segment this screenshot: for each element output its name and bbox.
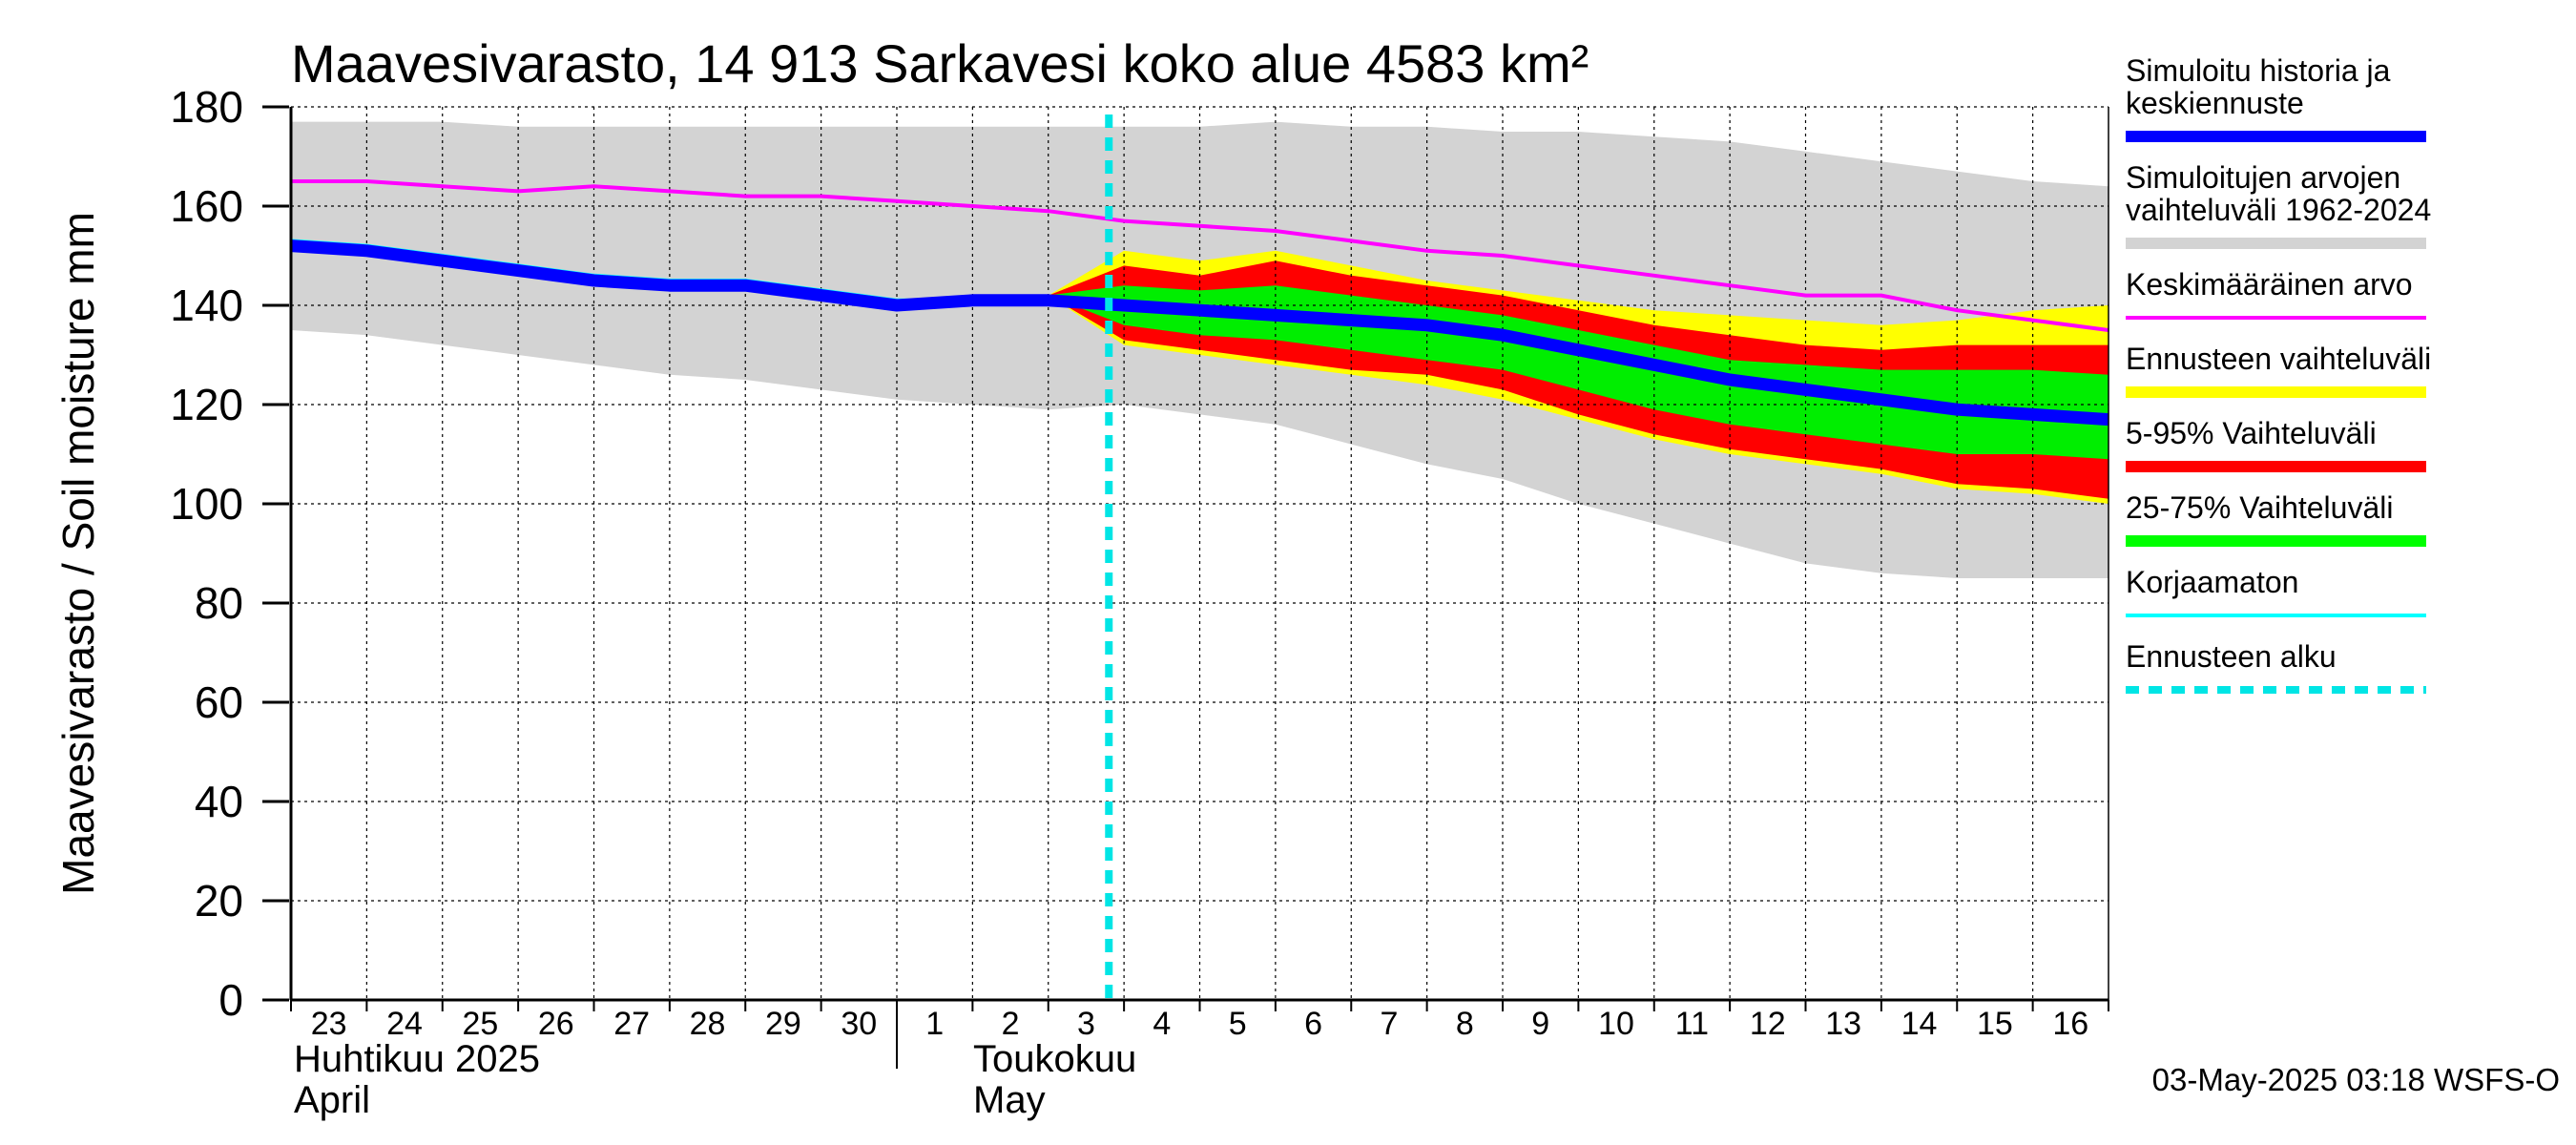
x-day-label: 1	[925, 1006, 944, 1042]
x-day-label: 3	[1077, 1006, 1095, 1042]
x-day-label: 8	[1456, 1006, 1474, 1042]
month-label-fi: Toukokuu	[973, 1038, 1136, 1080]
x-day-label: 12	[1750, 1006, 1786, 1042]
x-day-label: 29	[765, 1006, 801, 1042]
legend-item: Keskimääräinen arvo	[2126, 267, 2426, 320]
legend-item: Ennusteen alku	[2126, 639, 2426, 694]
x-day-label: 24	[386, 1006, 423, 1042]
legend: Simuloitu historia jakeskiennusteSimuloi…	[2126, 53, 2431, 694]
median-forecast-line	[290, 239, 2109, 427]
y-tick-label: 120	[170, 380, 243, 429]
timestamp-footer: 03-May-2025 03:18 WSFS-O	[2152, 1062, 2560, 1097]
y-tick-label: 0	[218, 975, 243, 1025]
x-day-label: 2	[1002, 1006, 1020, 1042]
legend-label: Keskimääräinen arvo	[2126, 267, 2413, 302]
legend-label: keskiennuste	[2126, 86, 2304, 120]
y-tick-label: 100	[170, 479, 243, 529]
x-day-label: 6	[1304, 1006, 1322, 1042]
legend-item: Ennusteen vaihteluväli	[2126, 342, 2431, 398]
y-axis-label: Maavesivarasto / Soil moisture mm	[53, 212, 103, 895]
legend-label: 5-95% Vaihteluväli	[2126, 416, 2377, 450]
y-tick-label: 140	[170, 281, 243, 330]
legend-item: Korjaamaton	[2126, 565, 2426, 617]
x-day-label: 4	[1153, 1006, 1171, 1042]
legend-label: 25-75% Vaihteluväli	[2126, 490, 2393, 525]
x-day-label: 15	[1977, 1006, 2013, 1042]
x-day-label: 13	[1825, 1006, 1861, 1042]
month-label-en: April	[294, 1079, 370, 1121]
x-day-label: 16	[2052, 1006, 2088, 1042]
p25-75-band	[1048, 285, 2109, 460]
x-day-label: 25	[463, 1006, 499, 1042]
y-tick-label: 80	[195, 578, 243, 628]
x-day-label: 30	[841, 1006, 877, 1042]
x-day-label: 27	[613, 1006, 650, 1042]
y-tick-label: 180	[170, 82, 243, 132]
x-day-label: 14	[1901, 1006, 1938, 1042]
y-tick-label: 20	[195, 876, 243, 926]
x-day-label: 23	[311, 1006, 347, 1042]
x-day-label: 11	[1675, 1006, 1709, 1042]
month-label-en: May	[973, 1079, 1046, 1121]
y-tick-label: 60	[195, 677, 243, 727]
legend-label: Ennusteen vaihteluväli	[2126, 342, 2431, 376]
mean-line	[291, 179, 2109, 332]
legend-label: Simuloitu historia ja	[2126, 53, 2391, 88]
chart-title: Maavesivarasto, 14 913 Sarkavesi koko al…	[291, 33, 1589, 94]
legend-label: Simuloitujen arvojen	[2126, 160, 2400, 195]
month-label-fi: Huhtikuu 2025	[294, 1038, 540, 1080]
x-day-label: 5	[1229, 1006, 1247, 1042]
x-day-label: 10	[1598, 1006, 1634, 1042]
legend-label: Ennusteen alku	[2126, 639, 2337, 674]
x-day-label: 28	[690, 1006, 726, 1042]
y-tick-label: 160	[170, 181, 243, 231]
x-day-label: 9	[1531, 1006, 1549, 1042]
y-tick-label: 40	[195, 777, 243, 826]
legend-label: vaihteluväli 1962-2024	[2126, 193, 2431, 227]
x-day-label: 26	[538, 1006, 574, 1042]
legend-label: Korjaamaton	[2126, 565, 2298, 599]
legend-item: 5-95% Vaihteluväli	[2126, 416, 2426, 472]
x-day-label: 7	[1380, 1006, 1398, 1042]
legend-item: 25-75% Vaihteluväli	[2126, 490, 2426, 547]
